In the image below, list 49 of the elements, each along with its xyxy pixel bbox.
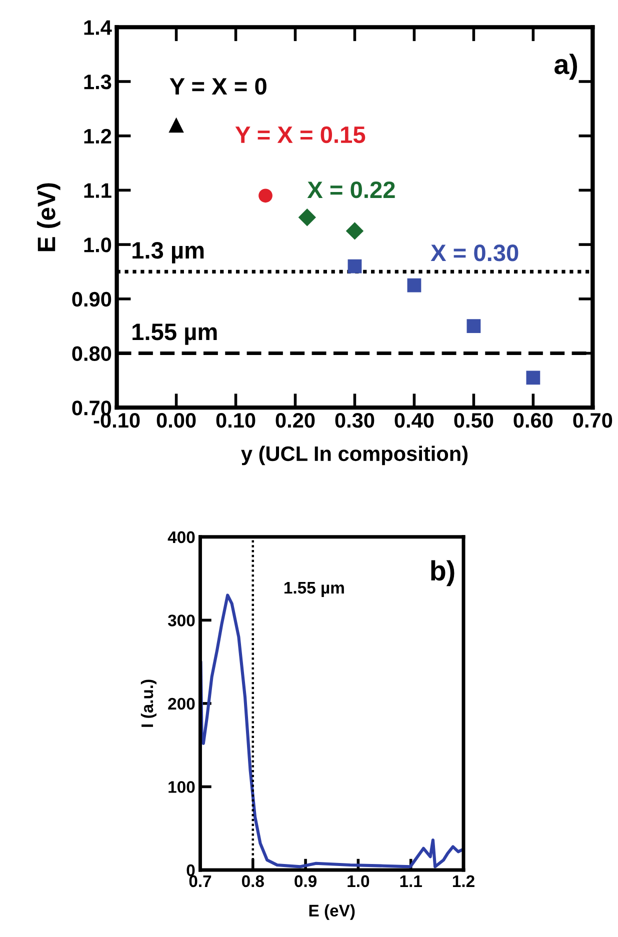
x-tick-label: 1.0 <box>348 875 370 888</box>
x-tick-label: 0.50 <box>454 413 494 428</box>
x-tick-label: 0.70 <box>573 413 612 428</box>
point <box>258 188 272 203</box>
y-tick-label: 1.4 <box>84 20 112 35</box>
y-tick-label: 0.90 <box>72 292 112 307</box>
x-tick-label: 0.8 <box>242 875 264 888</box>
point <box>168 117 184 133</box>
point <box>298 208 316 226</box>
point <box>348 259 362 274</box>
y-tick-label: 1.1 <box>84 183 112 198</box>
x-axis-title: y (UCL In composition) <box>241 446 468 466</box>
point <box>466 319 481 334</box>
point <box>407 278 422 292</box>
y-tick-label: 1.3 <box>84 74 112 90</box>
x-tick-label: 1.2 <box>452 875 474 887</box>
x-tick-label: 0.7 <box>189 875 212 888</box>
y-tick-label: 100 <box>168 781 195 793</box>
x-tick-label: 0.60 <box>514 413 553 428</box>
y-tick-label: 0.70 <box>72 400 112 416</box>
ref-line-label: 1.55 µm <box>132 324 217 345</box>
ref-line-label: 1.3 µm <box>132 242 204 264</box>
y-tick-label: 200 <box>168 698 195 710</box>
annotation: b) <box>431 560 454 586</box>
y-tick-label: 300 <box>168 614 195 626</box>
ref-line-label: 1.55 µm <box>284 582 344 597</box>
x-tick-label: 0.9 <box>294 875 317 888</box>
x-tick-label: 0.20 <box>276 413 315 428</box>
y-axis-title: E (eV) <box>36 183 60 252</box>
series-label: X = 0.30 <box>430 244 518 262</box>
x-axis-title: E (eV) <box>309 904 355 920</box>
y-tick-label: 1.0 <box>84 238 112 252</box>
y-tick-label: 0 <box>186 864 195 876</box>
annotation: a) <box>554 54 578 80</box>
series-label: Y = X = 0 <box>170 78 266 95</box>
x-tick-label: 0.00 <box>156 413 196 428</box>
y-tick-label: 1.2 <box>84 128 112 144</box>
y-tick-label: 0.80 <box>72 346 112 362</box>
y-tick-label: 400 <box>168 531 195 544</box>
x-tick-label: 0.30 <box>335 413 374 428</box>
text: Y = X = 0.15 <box>235 126 366 144</box>
x-tick-label: 1.1 <box>400 875 422 887</box>
y-axis-title: I (a.u.) <box>140 680 156 727</box>
x-tick-label: -0.10 <box>94 413 140 428</box>
x-tick-label: 0.10 <box>216 413 256 428</box>
series-label: X = 0.22 <box>307 181 395 198</box>
point <box>526 370 540 385</box>
x-tick-label: 0.40 <box>394 413 434 428</box>
point <box>346 222 364 240</box>
